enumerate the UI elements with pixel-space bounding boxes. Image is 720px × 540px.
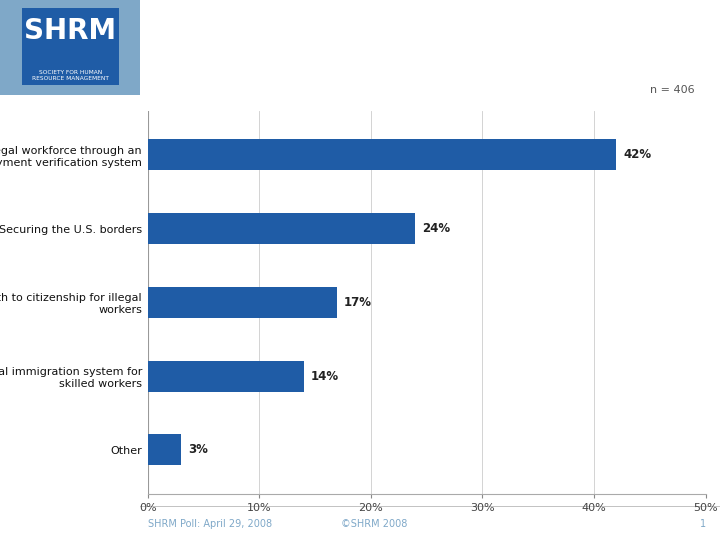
Bar [148,139,616,171]
Text: 3%: 3% [188,443,207,456]
Bar [0,0,140,94]
Text: United States Immigration Policy Issues Facing the Next: United States Immigration Policy Issues … [155,24,720,43]
Text: 1: 1 [699,519,706,529]
Bar [148,434,181,465]
Text: ©SHRM 2008: ©SHRM 2008 [341,519,408,529]
Text: 17%: 17% [344,296,372,309]
Bar [148,287,338,318]
Bar [148,213,415,244]
Text: SOCIETY FOR HUMAN
RESOURCE MANAGEMENT: SOCIETY FOR HUMAN RESOURCE MANAGEMENT [32,70,109,82]
Text: n = 406: n = 406 [650,85,695,96]
Bar [148,361,304,392]
Text: U.S. President to be Sworn in January 2009: U.S. President to be Sworn in January 20… [155,58,612,78]
Text: 42%: 42% [623,148,651,161]
Text: SHRM: SHRM [24,17,116,45]
Text: SHRM Poll: April 29, 2008: SHRM Poll: April 29, 2008 [148,519,271,529]
Text: 24%: 24% [422,222,450,235]
Text: 14%: 14% [310,370,338,383]
Bar [22,8,119,85]
